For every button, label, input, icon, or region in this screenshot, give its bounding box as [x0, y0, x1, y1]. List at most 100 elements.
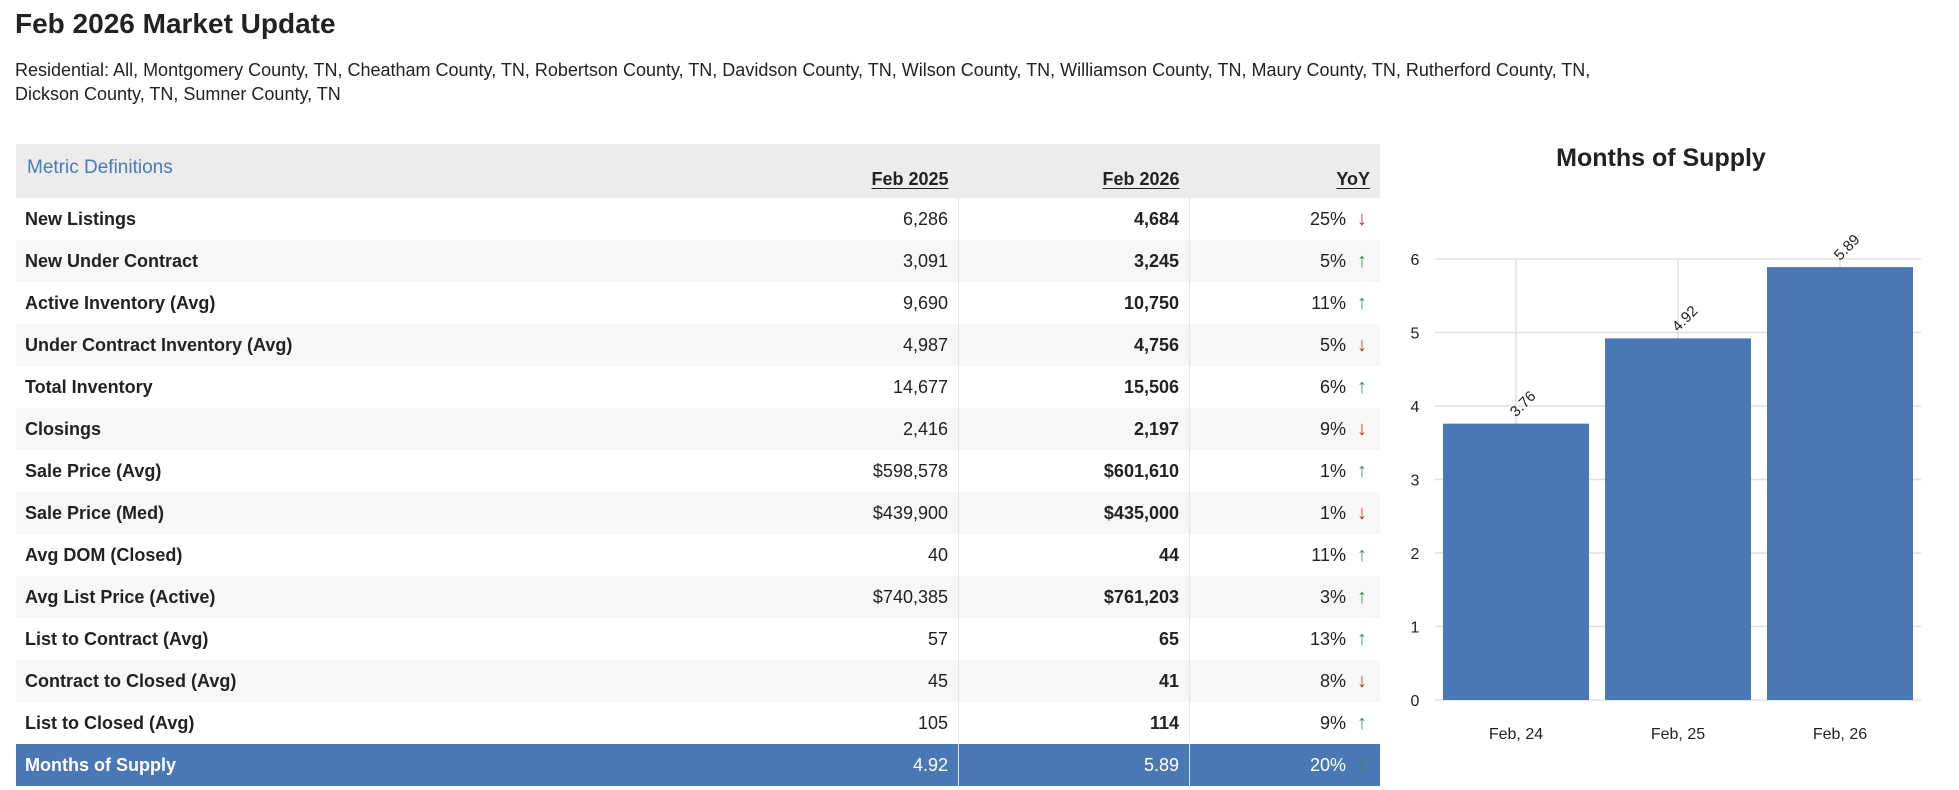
- arrow-up-icon: ↑: [1357, 627, 1367, 650]
- yoy-cell: 25% ↓: [1190, 198, 1381, 240]
- yoy-cell: 20% ↑: [1189, 744, 1380, 786]
- curr-value: 44: [958, 534, 1190, 576]
- arrow-up-icon: ↑: [1357, 249, 1367, 272]
- table-row: New Listings 6,286 4,684 25% ↓: [16, 198, 1380, 240]
- y-tick-label: 5: [1411, 326, 1420, 343]
- arrow-down-icon: ↓: [1357, 333, 1367, 356]
- prev-value: 40: [728, 534, 959, 576]
- prev-value: $740,385: [728, 576, 959, 618]
- metric-name: Contract to Closed (Avg): [16, 660, 728, 702]
- table-row: Sale Price (Avg) $598,578 $601,610 1% ↑: [16, 450, 1380, 492]
- yoy-cell: 1% ↓: [1189, 492, 1380, 534]
- arrow-up-icon: ↑: [1357, 459, 1367, 482]
- curr-value: $435,000: [958, 492, 1190, 534]
- yoy-cell: 13% ↑: [1190, 618, 1381, 660]
- curr-value: 10,750: [958, 282, 1190, 324]
- chart-title: Months of Supply: [1556, 144, 1766, 172]
- table-row: Active Inventory (Avg) 9,690 10,750 11% ↑: [16, 282, 1380, 324]
- yoy-value: 5%: [1319, 334, 1346, 355]
- metric-name: Active Inventory (Avg): [25, 292, 216, 313]
- yoy-value: 1%: [1319, 502, 1346, 523]
- table-row: Sale Price (Med) $439,900 $435,000 1% ↓: [16, 492, 1380, 534]
- metric-name: Avg DOM (Closed): [25, 544, 183, 565]
- table-row: New Under Contract 3,091 3,245 5% ↑: [16, 240, 1380, 282]
- yoy-value: 9%: [1319, 712, 1346, 733]
- prev-value: $439,900: [728, 492, 959, 534]
- page-title: Feb 2026 Market Update: [15, 8, 336, 39]
- prev-value: 6,286: [728, 198, 959, 240]
- prev-value: 2,416: [728, 408, 959, 450]
- arrow-down-icon: ↓: [1357, 207, 1367, 230]
- yoy-value: 9%: [1319, 418, 1346, 439]
- metrics-table: Metric Definitions Feb 2025 Feb 2026 YoY…: [16, 144, 1380, 786]
- column-header-prev[interactable]: Feb 2025: [871, 169, 949, 189]
- yoy-cell: 5% ↓: [1189, 324, 1380, 366]
- table-row: Contract to Closed (Avg) 45 41 8% ↓: [16, 660, 1380, 702]
- table-row: Months of Supply 4.92 5.89 20% ↑: [16, 744, 1380, 786]
- prev-value: 9,690: [728, 282, 959, 324]
- arrow-up-icon: ↑: [1357, 375, 1367, 398]
- prev-value: 14,677: [728, 366, 959, 408]
- data-label: 3.76: [1507, 388, 1540, 421]
- column-header-curr[interactable]: Feb 2026: [1102, 169, 1180, 189]
- curr-value: 65: [958, 618, 1190, 660]
- data-label: 4.92: [1669, 303, 1702, 336]
- yoy-cell: 9% ↑: [1190, 702, 1381, 744]
- y-tick-label: 6: [1411, 252, 1420, 269]
- curr-value: $601,610: [958, 450, 1190, 492]
- table-row: Under Contract Inventory (Avg) 4,987 4,7…: [16, 324, 1380, 366]
- metric-name: Avg List Price (Active): [16, 576, 728, 618]
- bar[interactable]: [1767, 267, 1913, 700]
- x-tick-label: Feb, 24: [1489, 726, 1543, 743]
- curr-value: 114: [958, 702, 1190, 744]
- metric-name: Under Contract Inventory (Avg): [16, 324, 728, 366]
- yoy-cell: 1% ↑: [1190, 450, 1381, 492]
- yoy-cell: 3% ↑: [1189, 576, 1380, 618]
- yoy-value: 3%: [1319, 586, 1346, 607]
- arrow-down-icon: ↓: [1357, 669, 1367, 692]
- arrow-up-icon: ↑: [1357, 753, 1367, 776]
- bar[interactable]: [1443, 423, 1589, 700]
- yoy-cell: 8% ↓: [1189, 660, 1380, 702]
- yoy-value: 25%: [1309, 208, 1346, 229]
- y-tick-label: 1: [1411, 620, 1420, 637]
- yoy-value: 8%: [1319, 670, 1346, 691]
- prev-value: 4,987: [728, 324, 959, 366]
- metric-name: New Under Contract: [16, 240, 728, 282]
- curr-value: 15,506: [958, 366, 1190, 408]
- metric-name: New Listings: [25, 208, 137, 229]
- metric-name: List to Closed (Avg): [25, 712, 195, 733]
- arrow-down-icon: ↓: [1357, 501, 1367, 524]
- table-row: List to Closed (Avg) 105 114 9% ↑: [16, 702, 1380, 744]
- metric-name: Total Inventory: [25, 376, 153, 397]
- yoy-value: 1%: [1319, 460, 1346, 481]
- x-tick-label: Feb, 25: [1651, 726, 1705, 743]
- metric-name: Sale Price (Med): [16, 492, 728, 534]
- arrow-up-icon: ↑: [1357, 585, 1367, 608]
- table-row: Avg DOM (Closed) 40 44 11% ↑: [16, 534, 1380, 576]
- yoy-value: 6%: [1319, 376, 1346, 397]
- column-header-yoy[interactable]: YoY: [1336, 169, 1370, 189]
- curr-value: 3,245: [958, 240, 1190, 282]
- prev-value: 105: [728, 702, 959, 744]
- yoy-cell: 6% ↑: [1190, 366, 1381, 408]
- yoy-value: 13%: [1309, 628, 1346, 649]
- yoy-cell: 9% ↓: [1189, 408, 1380, 450]
- metric-name: Sale Price (Avg): [25, 460, 162, 481]
- metric-definitions-link[interactable]: Metric Definitions: [27, 157, 173, 178]
- yoy-value: 20%: [1309, 754, 1346, 775]
- yoy-cell: 11% ↑: [1190, 282, 1381, 324]
- yoy-cell: 5% ↑: [1189, 240, 1380, 282]
- curr-value: 4,684: [958, 198, 1190, 240]
- arrow-up-icon: ↑: [1357, 711, 1367, 734]
- curr-value: 2,197: [958, 408, 1190, 450]
- arrow-up-icon: ↑: [1357, 543, 1367, 566]
- bar[interactable]: [1605, 338, 1751, 700]
- arrow-down-icon: ↓: [1357, 417, 1367, 440]
- months-of-supply-chart: Months of Supply 0 1 2 3 4 5 6 3.76 Feb, 24 4.92 Fe…: [1411, 144, 1921, 743]
- y-tick-label: 2: [1411, 546, 1420, 563]
- yoy-value: 11%: [1311, 292, 1346, 313]
- prev-value: $598,578: [728, 450, 959, 492]
- y-tick-label: 4: [1411, 399, 1420, 416]
- table-row: Closings 2,416 2,197 9% ↓: [16, 408, 1380, 450]
